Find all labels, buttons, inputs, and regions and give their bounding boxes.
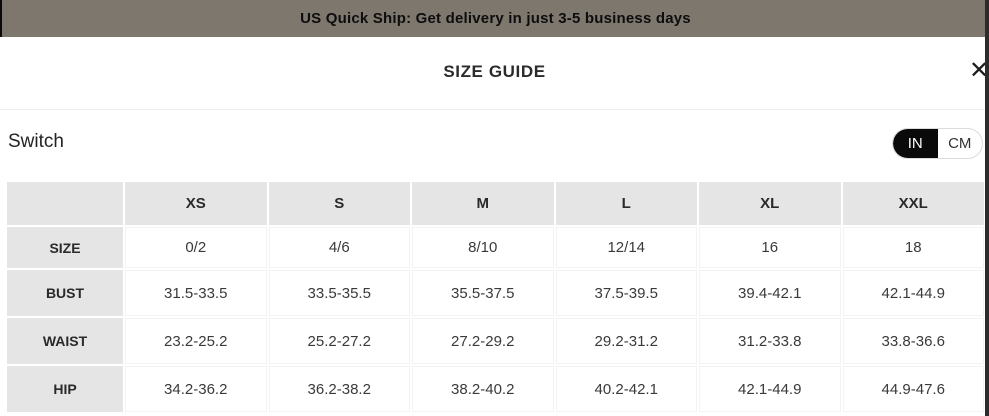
column-header-xl: XL: [699, 182, 841, 225]
cell-hip-xl: 42.1-44.9: [699, 366, 841, 412]
cell-bust-m: 35.5-37.5: [412, 270, 554, 316]
column-header-xxl: XXL: [842, 182, 984, 225]
cell-waist-xl: 31.2-33.8: [699, 318, 841, 364]
cell-bust-xs: 31.5-33.5: [125, 270, 267, 316]
scrollbar[interactable]: [985, 0, 989, 416]
cell-waist-l: 29.2-31.2: [555, 318, 697, 364]
close-icon[interactable]: ✕: [969, 57, 989, 84]
unit-toggle-in[interactable]: IN: [893, 129, 938, 158]
column-header-xs: XS: [125, 182, 267, 225]
cell-size-xs: 0/2: [125, 227, 267, 268]
unit-switch-label: Switch: [8, 131, 64, 152]
table-row-waist: WAIST 23.2-25.2 25.2-27.2 27.2-29.2 29.2…: [7, 318, 984, 364]
cell-size-m: 8/10: [412, 227, 554, 268]
cell-hip-l: 40.2-42.1: [555, 366, 697, 412]
cell-size-l: 12/14: [555, 227, 697, 268]
table-row-hip: HIP 34.2-36.2 36.2-38.2 38.2-40.2 40.2-4…: [7, 366, 984, 412]
cell-size-xxl: 18: [842, 227, 984, 268]
cell-bust-l: 37.5-39.5: [555, 270, 697, 316]
cell-bust-xl: 39.4-42.1: [699, 270, 841, 316]
cell-hip-xs: 34.2-36.2: [125, 366, 267, 412]
cell-waist-xs: 23.2-25.2: [125, 318, 267, 364]
cell-size-xl: 16: [699, 227, 841, 268]
row-label-bust: BUST: [7, 270, 123, 316]
table-header-row: XS S M L XL XXL: [7, 182, 984, 225]
cell-hip-xxl: 44.9-47.6: [842, 366, 984, 412]
cell-waist-xxl: 33.8-36.6: [842, 318, 984, 364]
quick-ship-banner: US Quick Ship: Get delivery in just 3-5 …: [0, 0, 989, 37]
corner-cell: [7, 182, 123, 225]
cell-size-s: 4/6: [268, 227, 410, 268]
cell-waist-m: 27.2-29.2: [412, 318, 554, 364]
column-header-s: S: [268, 182, 410, 225]
table-row-size: SIZE 0/2 4/6 8/10 12/14 16 18: [7, 227, 984, 268]
row-label-size: SIZE: [7, 227, 123, 268]
column-header-m: M: [412, 182, 554, 225]
cell-bust-s: 33.5-35.5: [268, 270, 410, 316]
unit-toggle-cm[interactable]: CM: [948, 135, 972, 152]
cell-hip-m: 38.2-40.2: [412, 366, 554, 412]
cell-hip-s: 36.2-38.2: [268, 366, 410, 412]
size-guide-table: XS S M L XL XXL SIZE 0/2 4/6 8/10 12/14 …: [5, 180, 986, 414]
title-divider: [0, 109, 989, 110]
banner-text: US Quick Ship: Get delivery in just 3-5 …: [300, 10, 691, 27]
unit-toggle[interactable]: IN CM: [892, 128, 983, 159]
row-label-hip: HIP: [7, 366, 123, 412]
cell-waist-s: 25.2-27.2: [268, 318, 410, 364]
cell-bust-xxl: 42.1-44.9: [842, 270, 984, 316]
column-header-l: L: [555, 182, 697, 225]
dialog-title: SIZE GUIDE: [443, 62, 546, 81]
table-row-bust: BUST 31.5-33.5 33.5-35.5 35.5-37.5 37.5-…: [7, 270, 984, 316]
row-label-waist: WAIST: [7, 318, 123, 364]
